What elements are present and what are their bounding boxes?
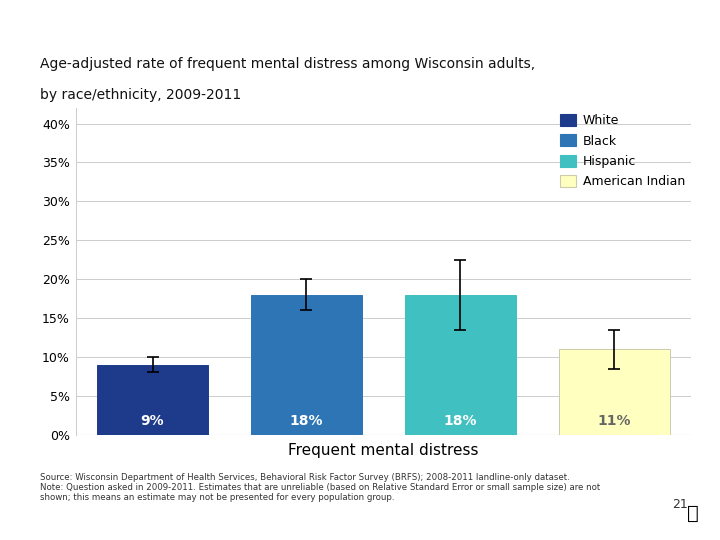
Text: 21: 21 xyxy=(672,498,688,511)
Text: 9%: 9% xyxy=(140,415,164,428)
Text: 18%: 18% xyxy=(444,415,477,428)
Text: 🏃: 🏃 xyxy=(687,504,699,523)
Text: MENTAL HEALTH: MENTAL HEALTH xyxy=(10,12,145,28)
Legend: White, Black, Hispanic, American Indian: White, Black, Hispanic, American Indian xyxy=(560,114,685,188)
Text: Age-adjusted rate of frequent mental distress among Wisconsin adults,: Age-adjusted rate of frequent mental dis… xyxy=(40,57,535,71)
Text: by race/ethnicity, 2009-2011: by race/ethnicity, 2009-2011 xyxy=(40,87,241,102)
Bar xyxy=(559,349,670,435)
Text: 18%: 18% xyxy=(289,415,323,428)
Text: 11%: 11% xyxy=(598,415,631,428)
Text: Source: Wisconsin Department of Health Services, Behavioral Risk Factor Survey (: Source: Wisconsin Department of Health S… xyxy=(40,472,600,502)
Bar xyxy=(251,295,362,435)
Bar xyxy=(97,364,208,435)
X-axis label: Frequent mental distress: Frequent mental distress xyxy=(288,443,479,458)
Text: Mental health among adults: Mental health among adults xyxy=(477,12,710,28)
Bar xyxy=(405,295,516,435)
